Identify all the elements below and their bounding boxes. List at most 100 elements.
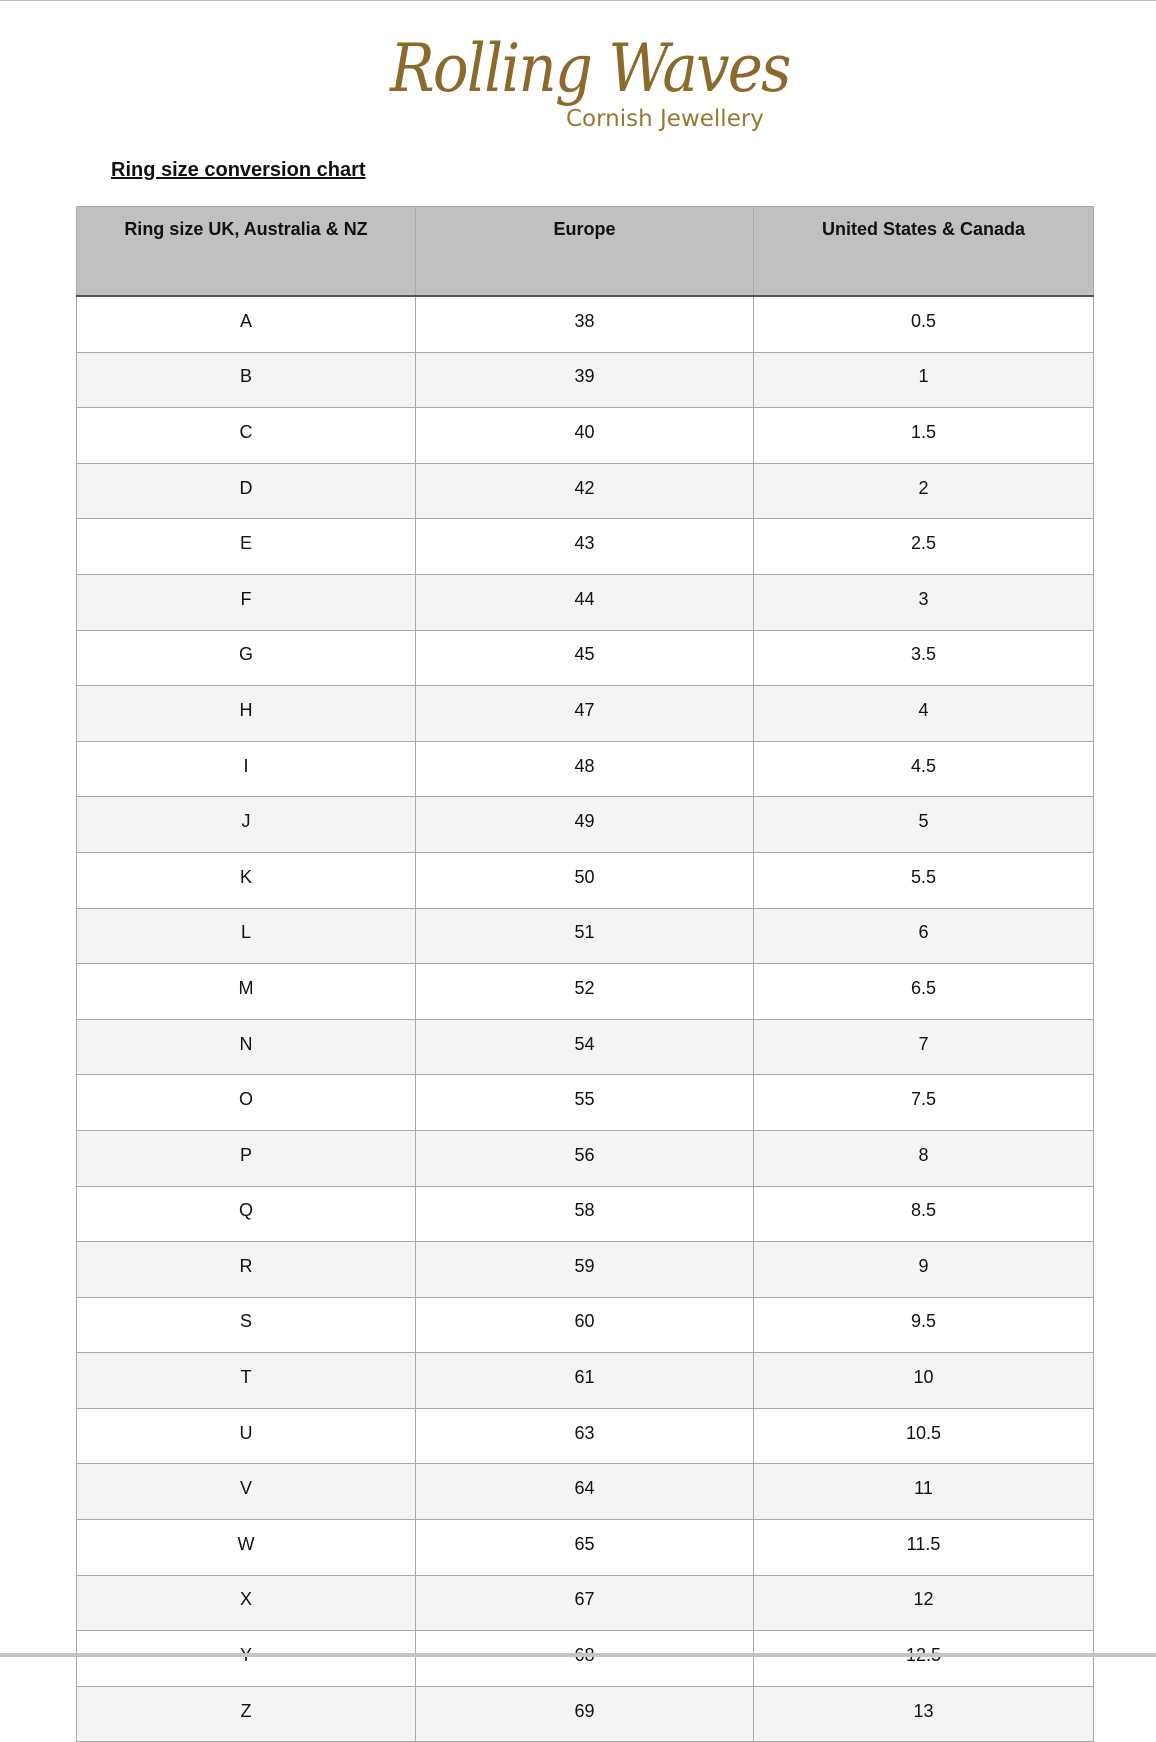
europe-size-cell: 48 — [415, 740, 754, 798]
us-size-cell: 12 — [753, 1574, 1094, 1632]
table-row: D 42 2 — [76, 462, 1094, 520]
table-row: K 50 5.5 — [76, 851, 1094, 909]
table-row: E 43 2.5 — [76, 518, 1094, 575]
uk-size-cell: O — [76, 1074, 416, 1131]
europe-size-cell: 51 — [415, 907, 754, 965]
uk-size-cell: E — [76, 518, 416, 575]
table-row: H 47 4 — [76, 685, 1094, 742]
europe-size-cell: 55 — [415, 1074, 754, 1131]
uk-size-cell: U — [76, 1407, 416, 1465]
table-row: R 59 9 — [76, 1241, 1094, 1298]
us-size-cell: 9 — [753, 1241, 1094, 1298]
table-row: C 40 1.5 — [76, 407, 1094, 464]
uk-size-cell: M — [76, 963, 416, 1020]
europe-size-cell: 65 — [415, 1519, 754, 1576]
europe-size-cell: 45 — [415, 629, 754, 687]
us-size-cell: 2 — [753, 462, 1094, 520]
logo: Rolling Waves Cornish Jewellery — [380, 30, 800, 140]
us-size-cell: 6.5 — [753, 963, 1094, 1020]
us-size-cell: 4 — [753, 685, 1094, 742]
europe-size-cell: 64 — [415, 1463, 754, 1521]
us-size-cell: 3.5 — [753, 629, 1094, 687]
us-size-cell: 0.5 — [753, 295, 1094, 353]
table-row: N 54 7 — [76, 1018, 1094, 1076]
us-size-cell: 8 — [753, 1129, 1094, 1187]
uk-size-cell: A — [76, 295, 416, 353]
uk-size-cell: D — [76, 462, 416, 520]
logo-brand: Rolling Waves — [390, 30, 792, 107]
table-row: Q 58 8.5 — [76, 1185, 1094, 1243]
uk-size-cell: N — [76, 1018, 416, 1076]
table-row: U 63 10.5 — [76, 1407, 1094, 1465]
uk-size-cell: P — [76, 1129, 416, 1187]
page-title: Ring size conversion chart — [111, 159, 366, 181]
table-row: I 48 4.5 — [76, 740, 1094, 798]
us-size-cell: 3 — [753, 573, 1094, 631]
table-row: A 38 0.5 — [76, 295, 1094, 353]
europe-size-cell: 47 — [415, 685, 754, 742]
us-size-cell: 10.5 — [753, 1407, 1094, 1465]
table-row: P 56 8 — [76, 1129, 1094, 1187]
us-size-cell: 7 — [753, 1018, 1094, 1076]
table-row: J 49 5 — [76, 796, 1094, 853]
europe-size-cell: 43 — [415, 518, 754, 575]
uk-size-cell: Z — [76, 1685, 416, 1742]
uk-size-cell: L — [76, 907, 416, 965]
header-uk: Ring size UK, Australia & NZ — [76, 206, 416, 297]
uk-size-cell: G — [76, 629, 416, 687]
table-row: L 51 6 — [76, 907, 1094, 965]
uk-size-cell: H — [76, 685, 416, 742]
table-header-row: Ring size UK, Australia & NZ Europe Unit… — [76, 206, 1094, 297]
uk-size-cell: X — [76, 1574, 416, 1632]
europe-size-cell: 68 — [415, 1630, 754, 1687]
us-size-cell: 13 — [753, 1685, 1094, 1742]
us-size-cell: 4.5 — [753, 740, 1094, 798]
us-size-cell: 8.5 — [753, 1185, 1094, 1243]
us-size-cell: 1 — [753, 351, 1094, 409]
bottom-divider — [0, 1653, 1156, 1657]
us-size-cell: 5 — [753, 796, 1094, 853]
us-size-cell: 7.5 — [753, 1074, 1094, 1131]
uk-size-cell: F — [76, 573, 416, 631]
us-size-cell: 12.5 — [753, 1630, 1094, 1687]
table-row: O 55 7.5 — [76, 1074, 1094, 1131]
europe-size-cell: 50 — [415, 851, 754, 909]
europe-size-cell: 56 — [415, 1129, 754, 1187]
table-row: V 64 11 — [76, 1463, 1094, 1521]
table-row: T 61 10 — [76, 1352, 1094, 1409]
uk-size-cell: W — [76, 1519, 416, 1576]
uk-size-cell: Q — [76, 1185, 416, 1243]
table-row: S 60 9.5 — [76, 1296, 1094, 1354]
europe-size-cell: 40 — [415, 407, 754, 464]
europe-size-cell: 61 — [415, 1352, 754, 1409]
europe-size-cell: 58 — [415, 1185, 754, 1243]
table-row: B 39 1 — [76, 351, 1094, 409]
europe-size-cell: 39 — [415, 351, 754, 409]
table-row: F 44 3 — [76, 573, 1094, 631]
europe-size-cell: 59 — [415, 1241, 754, 1298]
uk-size-cell: S — [76, 1296, 416, 1354]
top-divider — [0, 0, 1156, 1]
uk-size-cell: K — [76, 851, 416, 909]
us-size-cell: 11 — [753, 1463, 1094, 1521]
table-row: G 45 3.5 — [76, 629, 1094, 687]
header-europe: Europe — [415, 206, 754, 297]
europe-size-cell: 54 — [415, 1018, 754, 1076]
uk-size-cell: Y — [76, 1630, 416, 1687]
logo-tagline: Cornish Jewellery — [566, 106, 764, 132]
header-us-canada: United States & Canada — [753, 206, 1094, 297]
ring-size-table: Ring size UK, Australia & NZ Europe Unit… — [76, 206, 1094, 1742]
europe-size-cell: 44 — [415, 573, 754, 631]
europe-size-cell: 69 — [415, 1685, 754, 1742]
uk-size-cell: T — [76, 1352, 416, 1409]
us-size-cell: 9.5 — [753, 1296, 1094, 1354]
table-row: M 52 6.5 — [76, 963, 1094, 1020]
us-size-cell: 6 — [753, 907, 1094, 965]
uk-size-cell: J — [76, 796, 416, 853]
europe-size-cell: 67 — [415, 1574, 754, 1632]
uk-size-cell: R — [76, 1241, 416, 1298]
table-row: Z 69 13 — [76, 1685, 1094, 1742]
europe-size-cell: 52 — [415, 963, 754, 1020]
europe-size-cell: 60 — [415, 1296, 754, 1354]
uk-size-cell: I — [76, 740, 416, 798]
